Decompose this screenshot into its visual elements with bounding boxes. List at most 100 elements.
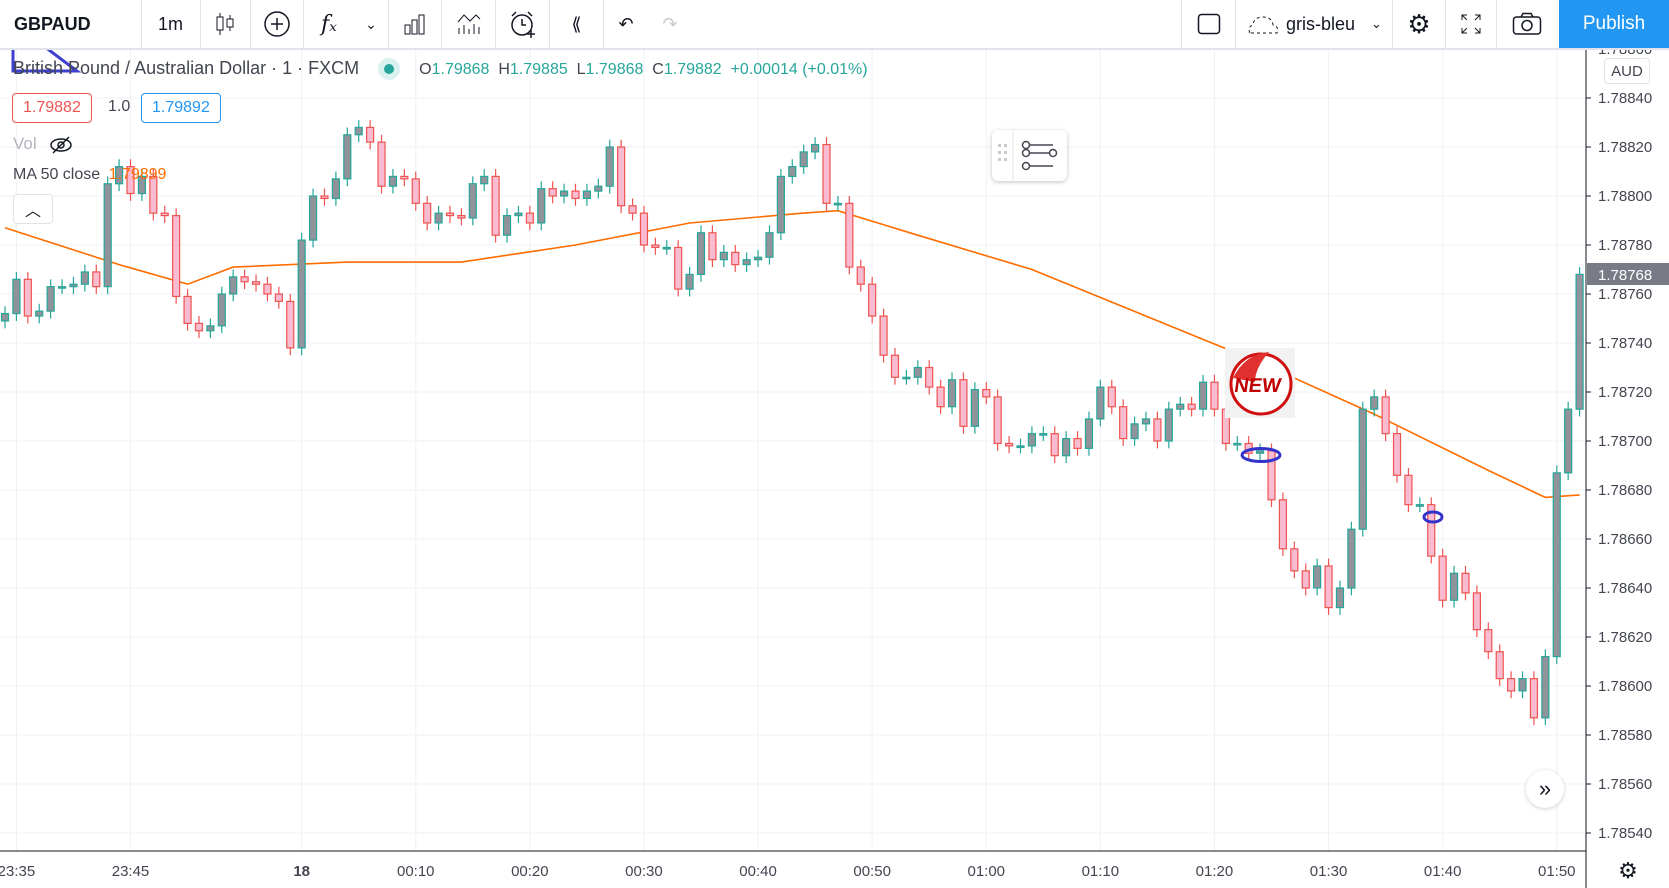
candle-down[interactable] xyxy=(377,134,386,194)
candle-up[interactable] xyxy=(1062,431,1071,464)
candle-down[interactable] xyxy=(674,240,683,297)
candle-up[interactable] xyxy=(947,372,957,415)
candle-up[interactable] xyxy=(559,183,569,204)
object-tree-widget[interactable] xyxy=(992,130,1067,181)
candle-up[interactable] xyxy=(343,127,352,187)
currency-label[interactable]: AUD xyxy=(1604,58,1650,84)
sell-button[interactable]: 1.79882 xyxy=(12,93,92,123)
candle-up[interactable] xyxy=(388,169,398,194)
buy-button[interactable]: 1.79892 xyxy=(141,93,221,123)
candle-down[interactable] xyxy=(1073,431,1082,456)
candle-up[interactable] xyxy=(1518,671,1527,699)
candle-down[interactable] xyxy=(856,259,865,292)
candle-up[interactable] xyxy=(753,249,763,268)
candle-down[interactable] xyxy=(879,308,888,363)
candle-up[interactable] xyxy=(776,169,785,241)
candle-down[interactable] xyxy=(251,274,261,292)
candle-up[interactable] xyxy=(308,188,318,248)
candle-up[interactable] xyxy=(1415,497,1424,513)
replay-button[interactable]: ⟪ xyxy=(550,0,603,48)
candle-down[interactable] xyxy=(172,208,181,304)
candle-down[interactable] xyxy=(1187,396,1196,417)
candle-down[interactable] xyxy=(445,205,455,223)
candle-down[interactable] xyxy=(1301,563,1310,596)
candle-up[interactable] xyxy=(1198,374,1208,417)
candle-down[interactable] xyxy=(183,289,192,331)
candle-down[interactable] xyxy=(936,379,945,415)
candle-up[interactable] xyxy=(514,205,523,223)
candle-up[interactable] xyxy=(57,279,67,294)
candle-up[interactable] xyxy=(137,169,147,201)
templates-button[interactable] xyxy=(442,0,495,48)
candle-down[interactable] xyxy=(274,286,283,309)
compare-button[interactable] xyxy=(251,0,303,48)
candle-up[interactable] xyxy=(1541,649,1550,726)
candle-up[interactable] xyxy=(1335,580,1345,615)
axis-settings-icon[interactable]: ⚙ xyxy=(1618,858,1638,883)
candle-up[interactable] xyxy=(1347,521,1356,596)
redo-button[interactable]: ↷ xyxy=(648,0,692,48)
candle-down[interactable] xyxy=(639,205,649,253)
candle-up[interactable] xyxy=(1449,565,1459,608)
time-axis[interactable]: 23:35 23:45 18 00:10 00:20 00:30 00:40 00:50 01:… xyxy=(0,863,1576,880)
hidden-eye-icon[interactable] xyxy=(49,135,73,155)
candle-up[interactable] xyxy=(480,169,489,192)
candle-up[interactable] xyxy=(719,245,728,268)
candle-down[interactable] xyxy=(1004,436,1014,454)
candle-down[interactable] xyxy=(548,181,557,204)
candle-down[interactable] xyxy=(1210,374,1219,417)
candle-down[interactable] xyxy=(286,294,295,356)
chart-type-button[interactable] xyxy=(201,0,249,48)
financials-button[interactable] xyxy=(389,0,441,48)
candle-up[interactable] xyxy=(229,269,238,302)
candle-down[interactable] xyxy=(400,169,409,187)
candle-up[interactable] xyxy=(902,369,911,385)
candle-down[interactable] xyxy=(651,237,660,255)
candle-up[interactable] xyxy=(811,137,820,160)
candle-down[interactable] xyxy=(411,171,420,211)
candle-down[interactable] xyxy=(92,264,101,294)
candle-up[interactable] xyxy=(696,225,706,282)
candle-up[interactable] xyxy=(1096,379,1105,427)
candle-down[interactable] xyxy=(959,372,968,434)
candle-down[interactable] xyxy=(1107,379,1116,415)
undo-button[interactable]: ↶ xyxy=(604,0,648,48)
candle-down[interactable] xyxy=(1267,443,1276,508)
candle-up[interactable] xyxy=(1233,436,1242,451)
candle-up[interactable] xyxy=(788,159,797,184)
candle-down[interactable] xyxy=(525,205,534,231)
candle-down[interactable] xyxy=(23,271,32,324)
price-axis[interactable]: 1.788601.788401.788201.788001.787801.787… xyxy=(1586,41,1652,842)
fullscreen-button[interactable] xyxy=(1446,0,1496,48)
layout-button[interactable] xyxy=(1182,0,1235,48)
candle-up[interactable] xyxy=(103,176,112,294)
candle-down[interactable] xyxy=(1119,399,1128,446)
ellipse-drawing[interactable] xyxy=(1240,447,1282,463)
alert-button[interactable] xyxy=(496,0,549,48)
settings-button[interactable]: ⚙ xyxy=(1393,0,1445,48)
indicators-button[interactable]: 𝑓ₓ xyxy=(304,0,354,48)
market-status-icon[interactable] xyxy=(378,58,401,81)
candle-down[interactable] xyxy=(1495,644,1504,686)
candle-down[interactable] xyxy=(617,139,626,214)
candle-up[interactable] xyxy=(12,271,21,321)
candle-up[interactable] xyxy=(354,120,363,143)
candle-up[interactable] xyxy=(80,264,89,292)
collapse-legend-button[interactable]: ︿ xyxy=(13,194,53,224)
symbol-legend[interactable]: British Pound / Australian Dollar · 1 · … xyxy=(13,58,868,81)
candle-down[interactable] xyxy=(925,360,934,395)
candle-down[interactable] xyxy=(868,276,877,324)
ellipse-drawing[interactable] xyxy=(1422,510,1444,524)
candle-down[interactable] xyxy=(731,245,740,272)
ma-legend[interactable]: MA 50 close 1.79899 xyxy=(13,166,166,184)
symbol-search-button[interactable]: GBPAUD xyxy=(14,0,124,48)
candle-down[interactable] xyxy=(457,208,466,226)
candle-up[interactable] xyxy=(1358,401,1367,537)
candle-down[interactable] xyxy=(149,169,158,221)
candle-down[interactable] xyxy=(982,382,991,405)
candle-down[interactable] xyxy=(423,196,432,231)
candle-down[interactable] xyxy=(366,120,375,150)
candle-up[interactable] xyxy=(1370,389,1379,417)
candle-up[interactable] xyxy=(0,306,10,329)
